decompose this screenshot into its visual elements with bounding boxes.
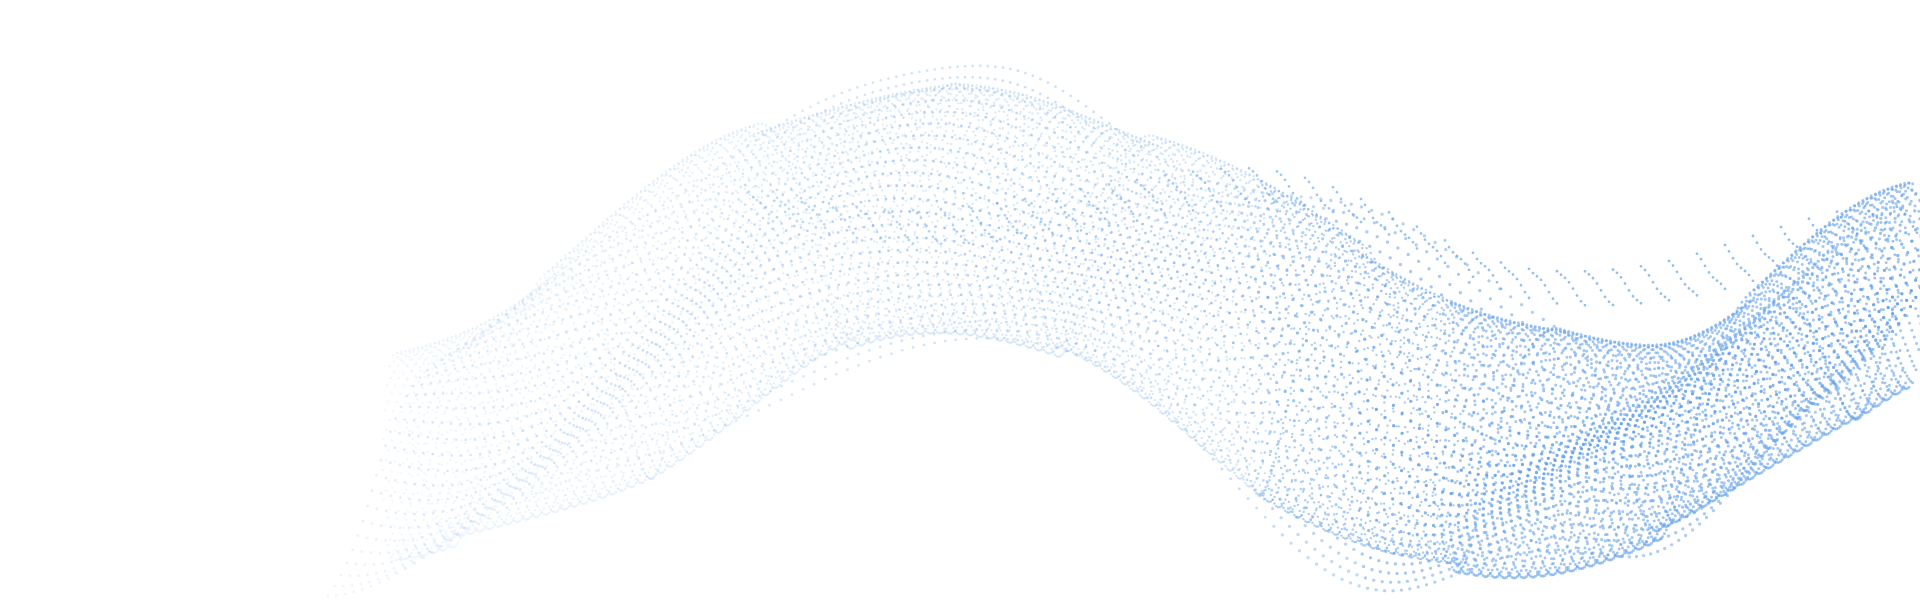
dotted-wave-helix xyxy=(381,82,1920,580)
dotted-wave-mesh xyxy=(326,64,1920,598)
